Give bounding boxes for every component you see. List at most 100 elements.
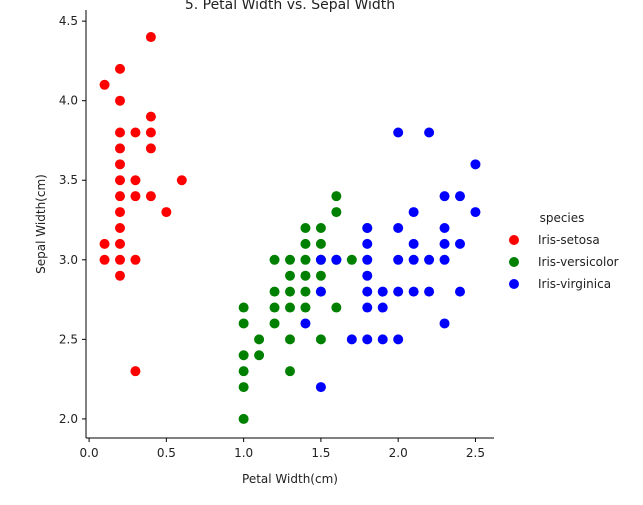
data-point (285, 366, 295, 377)
data-point (315, 270, 326, 281)
legend-label: Iris-versicolor (538, 255, 619, 269)
legend-marker (509, 235, 519, 245)
data-point (238, 413, 249, 424)
y-axis-label: Sepal Width(cm) (34, 174, 48, 274)
data-point (300, 270, 311, 281)
legend: species Iris-setosa Iris-versicolor Iris-v… (509, 211, 619, 291)
data-point (145, 127, 156, 138)
data-point (130, 366, 141, 377)
data-point (408, 286, 419, 297)
data-point (362, 286, 373, 297)
data-point (269, 254, 280, 265)
data-point (130, 254, 141, 265)
data-point (300, 222, 311, 233)
data-point (315, 286, 326, 297)
data-point (315, 222, 326, 233)
y-tick-label: 3.5 (59, 173, 78, 187)
data-point (115, 254, 125, 265)
data-point (99, 254, 110, 265)
data-point (393, 286, 404, 297)
data-point (254, 350, 265, 361)
legend-marker (509, 257, 519, 267)
data-point (315, 254, 326, 265)
data-point (145, 111, 156, 122)
chart-title: 5. Petal Width vs. Sepal Width (185, 0, 395, 13)
data-point (393, 222, 404, 233)
data-point (346, 254, 357, 265)
data-point (115, 159, 125, 170)
data-point (99, 79, 110, 90)
data-point (439, 318, 450, 329)
data-point (269, 286, 280, 297)
x-tick-label: 1.5 (311, 446, 330, 460)
data-point (145, 191, 156, 202)
x-tick-label: 2.5 (466, 446, 485, 460)
points-layer (99, 32, 481, 424)
data-point (285, 270, 295, 281)
data-point (238, 382, 249, 393)
data-point (470, 207, 481, 218)
data-point (161, 207, 172, 218)
data-point (300, 286, 311, 297)
data-point (424, 286, 435, 297)
data-point (115, 175, 125, 186)
data-point (300, 254, 311, 265)
legend-title: species (540, 211, 585, 225)
data-point (362, 222, 373, 233)
data-point (408, 238, 419, 249)
data-point (331, 191, 342, 202)
legend-label: Iris-virginica (538, 277, 611, 291)
data-point (377, 334, 388, 345)
series-iris-setosa (99, 32, 187, 377)
x-tick-label: 0.5 (157, 446, 176, 460)
data-point (408, 254, 419, 265)
data-point (269, 302, 280, 313)
data-point (238, 350, 249, 361)
data-point (331, 207, 342, 218)
x-tick-label: 0.0 (80, 446, 99, 460)
data-point (362, 254, 373, 265)
data-point (300, 318, 311, 329)
data-point (424, 127, 435, 138)
data-point (115, 270, 125, 281)
y-tick-label: 2.5 (59, 332, 78, 346)
data-point (408, 207, 419, 218)
data-point (346, 334, 357, 345)
data-point (362, 302, 373, 313)
x-tick-label: 2.0 (389, 446, 408, 460)
data-point (285, 254, 295, 265)
data-point (115, 95, 125, 106)
data-point (439, 191, 450, 202)
data-point (130, 175, 141, 186)
series-iris-versicolor (238, 191, 373, 424)
data-point (238, 318, 249, 329)
data-point (285, 286, 295, 297)
data-point (362, 270, 373, 281)
data-point (424, 254, 435, 265)
data-point (285, 334, 295, 345)
data-point (300, 238, 311, 249)
data-point (145, 143, 156, 154)
data-point (439, 254, 450, 265)
x-axis-label: Petal Width(cm) (242, 472, 338, 486)
y-axis-ticks: 2.0 2.5 3.0 3.5 4.0 4.5 (59, 14, 86, 426)
data-point (115, 143, 125, 154)
data-point (176, 175, 187, 186)
data-point (455, 238, 465, 249)
y-tick-label: 4.0 (59, 94, 78, 108)
data-point (393, 254, 404, 265)
x-tick-label: 1.0 (234, 446, 253, 460)
data-point (115, 207, 125, 218)
data-point (269, 318, 280, 329)
data-point (115, 127, 125, 138)
legend-entries: Iris-setosa Iris-versicolor Iris-virginica (509, 233, 619, 291)
data-point (393, 127, 404, 138)
data-point (315, 238, 326, 249)
data-point (315, 334, 326, 345)
x-axis-ticks: 0.0 0.5 1.0 1.5 2.0 2.5 (80, 438, 485, 460)
data-point (115, 222, 125, 233)
data-point (362, 238, 373, 249)
legend-marker (509, 279, 519, 289)
data-point (439, 238, 450, 249)
